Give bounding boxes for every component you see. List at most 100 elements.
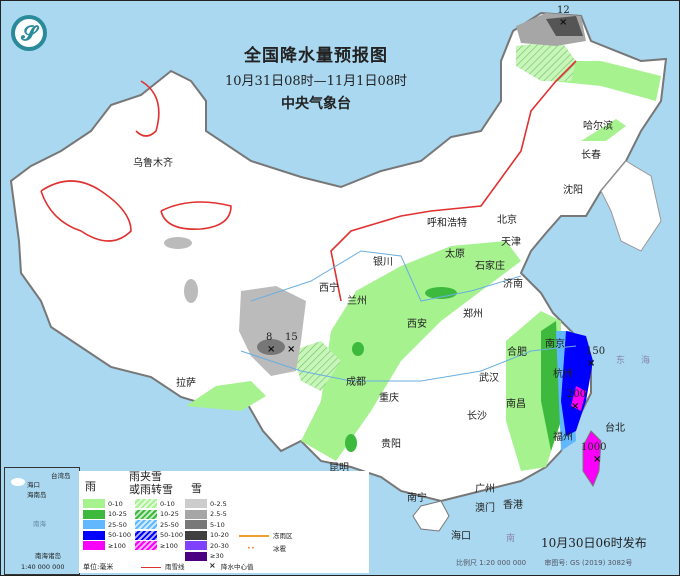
city-label: 西宁 [319, 281, 339, 294]
legend-unit: 单位:毫米 [83, 563, 114, 571]
rain-10-25-patch [425, 287, 457, 299]
hail-dots-icon: •• [247, 544, 255, 552]
city-label: 兰州 [347, 294, 367, 307]
city-label: 呼和浩特 [427, 217, 467, 229]
mixed-swatch [135, 541, 157, 550]
snow-label: 10-20 [210, 531, 229, 539]
agency-name: 中央气象台 [281, 96, 351, 112]
rain-100-east [571, 386, 586, 411]
snow-ne-heavy [546, 16, 583, 36]
city-label: 银川 [373, 255, 393, 268]
center-value: 12 [557, 5, 570, 16]
center-value: 15 [285, 332, 298, 343]
mixed-label: 0-10 [160, 499, 175, 508]
city-label: 香港 [503, 499, 523, 511]
center-value: 200 [567, 389, 586, 400]
snow-label: 2.5-5 [210, 510, 227, 518]
rain-0-10-sw [186, 381, 266, 411]
snow-swatch [185, 509, 207, 519]
mixed-label: ≥100 [160, 541, 178, 550]
city-label: 济南 [503, 277, 523, 290]
city-label: 广州 [475, 483, 495, 495]
title-block: 全国降水量预报图 10月31日08时—11月1日08时 中央气象台 [216, 41, 416, 113]
city-label: 北京 [497, 213, 517, 226]
city-label: 石家庄 [475, 259, 505, 272]
legend-snow-title: 雪 [191, 482, 202, 495]
mixed-swatch [135, 530, 157, 540]
snow-patch [184, 279, 198, 303]
snow-swatch [185, 520, 207, 529]
legend-mixed-title: 或雨转雪 [129, 483, 173, 496]
legend-freezing-rain: 冻雨区 [273, 532, 293, 540]
city-label: 沈阳 [563, 183, 583, 196]
rain-label: 10-25 [108, 510, 127, 518]
inset-scale: 1:40 000 000 [21, 563, 65, 571]
footer: 比例尺 1:20 000 000 审图号: GS (2019) 3082号 [456, 558, 648, 568]
rain-swatch [83, 530, 105, 540]
legend-rain-snow-line: 雨雪线 [165, 563, 185, 571]
city-label: 澳门 [475, 501, 495, 514]
rain-swatch [83, 541, 105, 550]
snow-label: 20-30 [210, 541, 229, 550]
rain-swatch [83, 520, 105, 529]
city-label: 郑州 [463, 307, 483, 320]
snow-center [257, 339, 285, 355]
rain-0-10-band [301, 241, 521, 461]
hainan-island [412, 500, 450, 532]
map-scale: 比例尺 1:20 000 000 [456, 559, 527, 567]
sea-label: 海 [641, 354, 650, 366]
mixed-swatch [135, 499, 157, 508]
sea-label: 东 [616, 354, 625, 366]
city-label: 长春 [581, 149, 601, 161]
city-label: 哈尔滨 [583, 119, 613, 132]
city-label: 天津 [501, 236, 521, 248]
snow-swatch [185, 499, 207, 508]
snow-swatch [185, 551, 207, 561]
inset-label: 南海诸岛 [35, 552, 61, 560]
center-x-icon: × [593, 454, 601, 465]
city-label: 武汉 [479, 371, 499, 384]
center-x-icon: × [287, 344, 295, 355]
city-label: 合肥 [507, 345, 527, 358]
yellow-river [250, 250, 522, 302]
city-label: 长沙 [467, 410, 487, 422]
legend: 雨 雨夹雪 或雨转雪 雪 冻雨区 •• 冰雹 单位:毫米 雨雪线 × 降水中心值… [79, 471, 369, 573]
city-label: 乌鲁木齐 [133, 156, 173, 169]
city-label: 福州 [553, 430, 573, 443]
city-label: 成都 [346, 376, 366, 388]
issue-time: 10月30日06时发布 [541, 536, 647, 550]
center-x-icon: × [559, 17, 567, 28]
freezing-rain-line-icon [239, 535, 269, 537]
center-x-icon: × [267, 344, 275, 355]
map-approval-number: 审图号: GS (2019) 3082号 [544, 559, 633, 567]
south-china-sea-inset: 台湾岛 海口 海南岛 南海 南海诸岛 1:40 000 000 [4, 467, 80, 575]
rain-snow-line [40, 60, 577, 302]
rain-swatch [83, 509, 105, 519]
city-label: 拉萨 [176, 376, 196, 389]
center-value: 150 [586, 346, 605, 357]
china-landmass [9, 11, 668, 503]
center-value: 1000 [581, 442, 606, 453]
city-labels: 乌鲁木齐 哈尔滨 长春 沈阳 呼和浩特 北京 天津 银川 太原 石家庄 济南 西… [133, 119, 625, 542]
inset-label: 海南岛 [27, 491, 47, 499]
sea-label: 南 [506, 532, 515, 544]
inset-hainan [11, 478, 25, 486]
city-label: 杭州 [553, 367, 573, 380]
inset-label: 海口 [27, 481, 40, 489]
legend-mixed-title: 雨夹雪 [129, 470, 162, 483]
rain-0-10-harbin [581, 119, 626, 141]
snow-swatch [185, 530, 207, 540]
snow-label: 0-2.5 [210, 499, 227, 508]
legend-center-value: 降水中心值 [221, 563, 254, 571]
rain-label: 50-100 [108, 531, 132, 539]
city-label: 贵阳 [381, 437, 401, 450]
map-title: 全国降水量预报图 [244, 46, 388, 66]
inset-label: 台湾岛 [51, 472, 71, 480]
city-label: 西安 [407, 317, 427, 330]
city-label: 台北 [605, 421, 625, 434]
rain-swatch [83, 499, 105, 508]
mixed-precip-center [291, 341, 341, 391]
mixed-precip-ne [516, 41, 576, 81]
mixed-label: 25-50 [160, 520, 179, 529]
rain-snow-line-icon [141, 567, 161, 568]
